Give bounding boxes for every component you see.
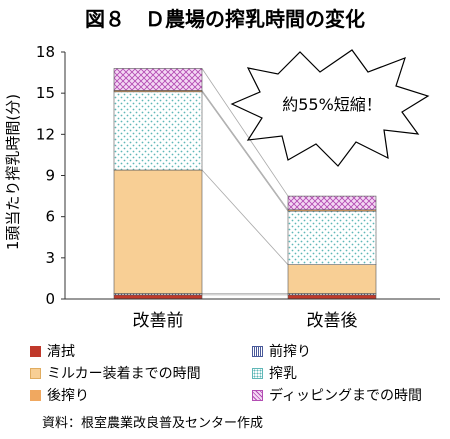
legend-swatch-post-milking [30, 389, 41, 401]
legend-item-milking: 搾乳 [252, 362, 297, 384]
legend-item-cleaning: 清拭 [30, 340, 75, 362]
y-tick-label: 0 [45, 290, 55, 308]
bar-segment-milking [287, 210, 377, 265]
bar-segment-cleaning [113, 294, 203, 300]
y-tick-label: 12 [36, 125, 55, 143]
legend-label-milker-attach: ミルカー装着までの時間 [47, 366, 201, 382]
category-label: 改善前 [133, 311, 184, 331]
legend-item-milker-attach: ミルカー装着までの時間 [30, 362, 201, 384]
source-note: 資料：根室農業改良普及センター作成 [42, 416, 264, 431]
legend-item-pre-milking: 前搾り [252, 340, 311, 362]
legend-item-dipping: ディッピングまでの時間 [252, 384, 422, 406]
bar-segment-dipping [287, 195, 377, 211]
starburst-shape [230, 49, 430, 167]
callout-starburst: 約55%短縮！ [230, 49, 430, 167]
y-tick-label: 3 [45, 249, 55, 267]
y-tick-labels: 0 3 6 9 12 15 18 [36, 43, 65, 308]
legend-swatch-pre-milking [252, 345, 263, 357]
callout-text: 約55%短縮！ [282, 95, 382, 114]
connector-line [201, 90, 289, 211]
legend-swatch-dipping [252, 389, 263, 401]
legend-label-milking: 搾乳 [269, 366, 297, 382]
legend-swatch-milking [252, 367, 263, 379]
connector-lines [201, 68, 289, 296]
legend-label-dipping: ディッピングまでの時間 [269, 388, 423, 404]
y-tick-label: 6 [45, 208, 55, 226]
legend: 清拭 前搾り ミルカー装着までの時間 搾乳 後搾り ディッピングまでの時間 [30, 340, 440, 406]
legend-label-pre-milking: 前搾り [269, 344, 311, 360]
connector-line [201, 169, 289, 265]
legend-swatch-cleaning [30, 345, 41, 357]
legend-label-post-milking: 後搾り [47, 388, 89, 404]
bar-segment-milker-attach [287, 264, 377, 294]
category-labels: 改善前 改善後 [133, 311, 358, 331]
bar-segment-milking [113, 91, 203, 171]
y-tick-label: 18 [36, 43, 55, 61]
bar-segment-dipping [113, 68, 203, 91]
legend-item-post-milking: 後搾り [30, 384, 89, 406]
bar-segment-cleaning [287, 294, 377, 300]
bar-segment-milker-attach [113, 169, 203, 294]
chart-title: 図８ Ｄ農場の搾乳時間の変化 [85, 7, 365, 31]
connector-line [201, 68, 289, 197]
y-tick-label: 15 [36, 84, 55, 102]
bars [113, 68, 377, 300]
y-axis-label: 1頭当たり搾乳時間(分) [4, 94, 22, 250]
legend-swatch-milker-attach [30, 367, 41, 379]
legend-label-cleaning: 清拭 [47, 344, 75, 360]
y-tick-label: 9 [45, 167, 55, 185]
category-label: 改善後 [307, 311, 358, 331]
connector-line [201, 91, 289, 212]
